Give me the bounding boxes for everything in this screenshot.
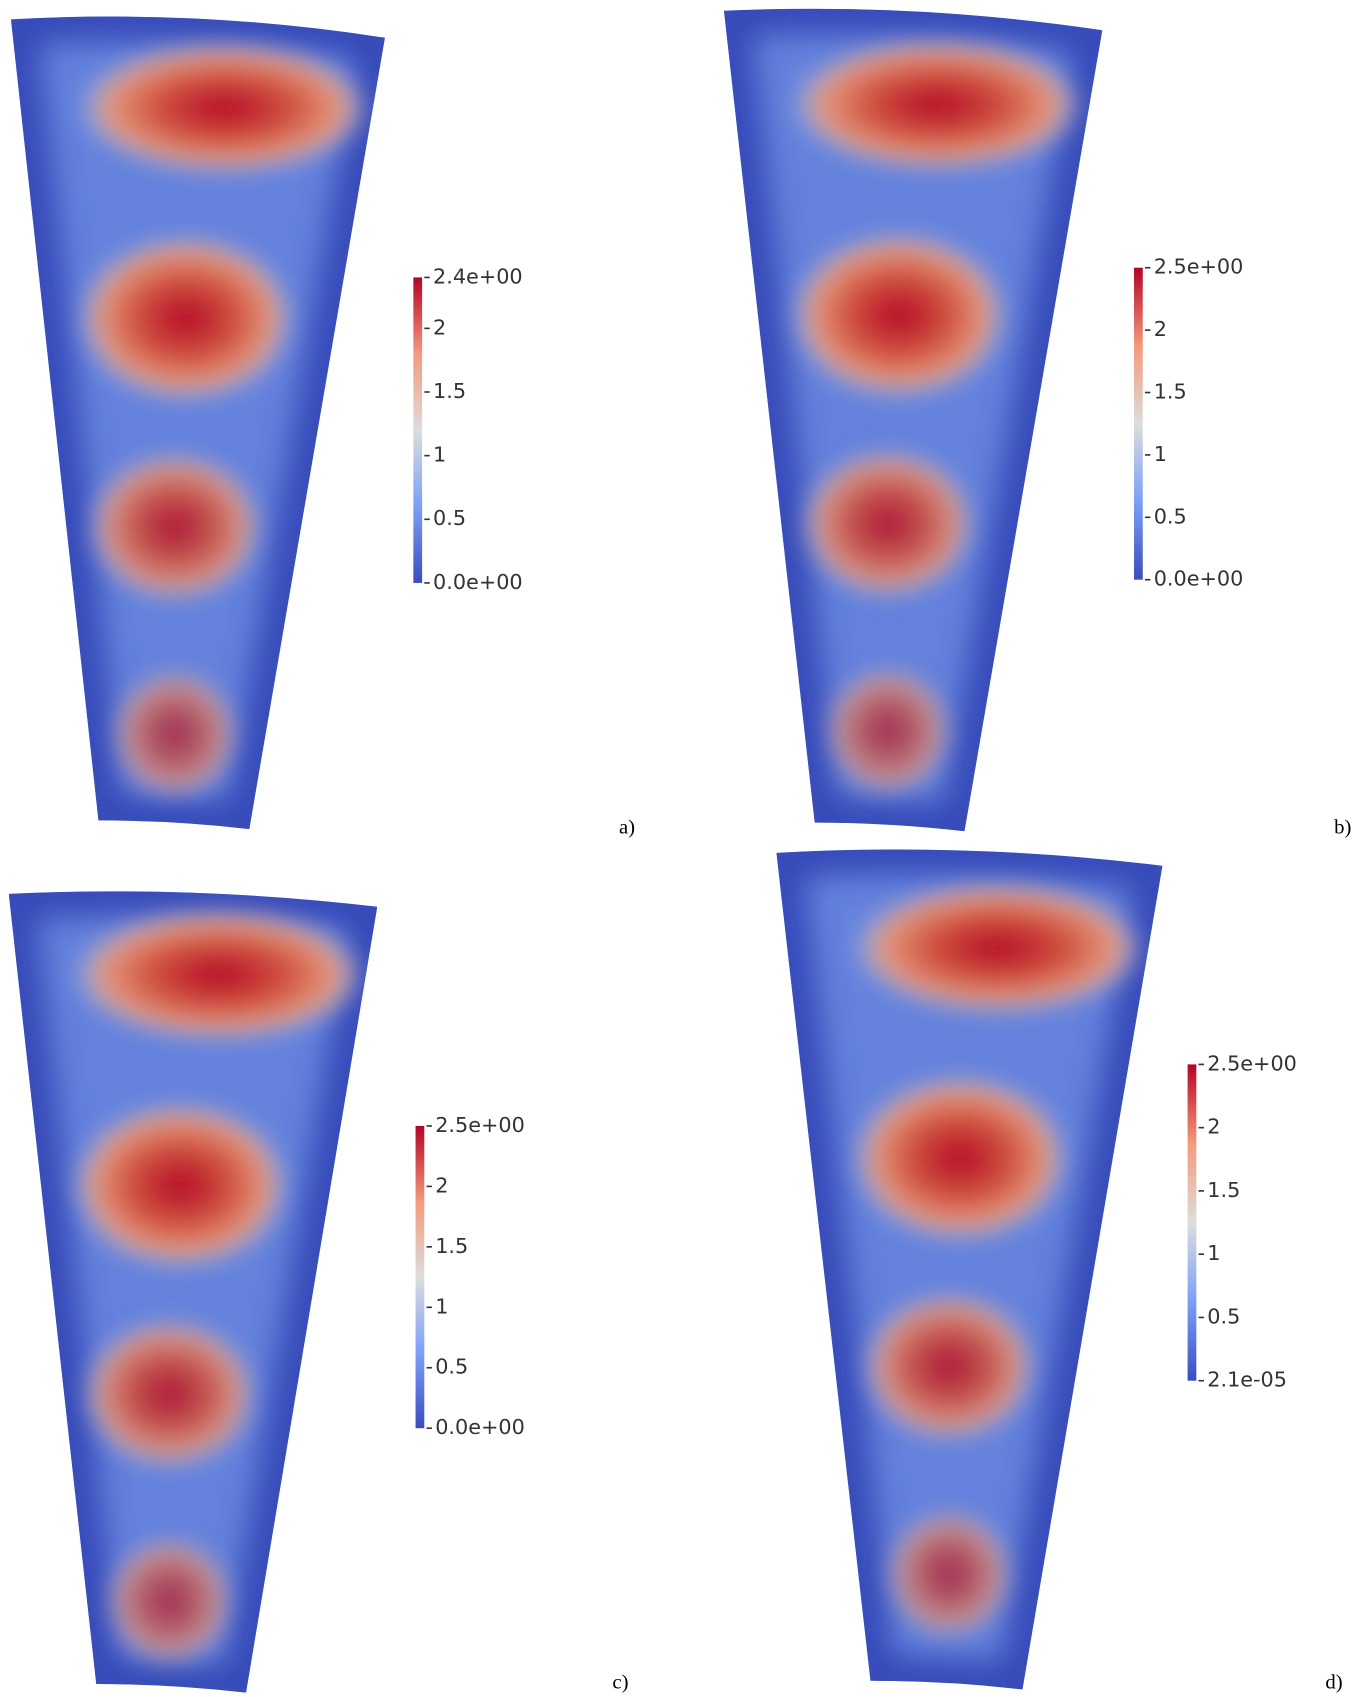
colorbar-tick-label: 0.5 xyxy=(435,1355,468,1379)
field-blob xyxy=(789,231,1009,400)
colorbar-tick-label: 1.5 xyxy=(433,379,466,403)
field-background xyxy=(8,891,378,1693)
field-blob xyxy=(861,1291,1037,1443)
panel-label: a) xyxy=(619,816,635,838)
colorbar-tick-label: 2.5e+00 xyxy=(435,1113,525,1137)
colorbar-tick-label: 1 xyxy=(1154,442,1167,466)
panel: 0.0e+00 0.5 1 1.5 2 2.4e+00 a) xyxy=(10,16,635,838)
field-blob xyxy=(800,447,976,600)
colorbar-tick-label: 1 xyxy=(1207,1241,1220,1265)
colorbar-tick-label: 1 xyxy=(433,443,446,467)
colorbar xyxy=(1187,1064,1197,1381)
colorbar-tick-label: 2 xyxy=(433,315,446,339)
colorbar-tick-label: 0.5 xyxy=(433,506,466,530)
field-blob xyxy=(824,666,952,796)
field-plot xyxy=(10,16,385,830)
colorbar-tick-label: 1.5 xyxy=(435,1234,468,1258)
colorbar-tick-label: 1.5 xyxy=(1154,380,1187,404)
field-blob xyxy=(850,1074,1070,1243)
colorbar xyxy=(1134,267,1143,580)
panel-label: c) xyxy=(612,1671,628,1693)
field-blob xyxy=(76,234,296,403)
field-plot xyxy=(776,849,1163,1690)
field-blob xyxy=(850,880,1147,1015)
field-blob xyxy=(82,1318,257,1470)
colorbar xyxy=(415,1125,425,1429)
colorbar-tick-label: 0.0e+00 xyxy=(435,1415,525,1439)
colorbar-tick-label: 1.5 xyxy=(1207,1178,1240,1202)
colorbar-tick-label: 2.1e-05 xyxy=(1207,1368,1287,1392)
colorbar xyxy=(413,277,423,583)
panel: 0.0e+00 0.5 1 1.5 2 2.5e+00 b) xyxy=(723,8,1351,838)
colorbar-tick-label: 2 xyxy=(1154,317,1167,341)
colorbar-tick-label: 2.4e+00 xyxy=(433,265,523,289)
field-blob xyxy=(76,41,372,175)
field-blob xyxy=(71,907,367,1042)
field-blob xyxy=(885,1509,1013,1639)
field-blob xyxy=(106,1536,233,1666)
field-background xyxy=(10,16,385,830)
panel-label: b) xyxy=(1334,816,1351,838)
panel: 2.1e-05 0.5 1 1.5 2 2.5e+00 d) xyxy=(776,849,1343,1693)
field-background xyxy=(723,8,1103,832)
colorbar-tick-label: 0.5 xyxy=(1154,504,1187,528)
field-blob xyxy=(111,669,239,799)
panel: 0.0e+00 0.5 1 1.5 2 2.5e+00 c) xyxy=(8,891,629,1693)
panel-label: d) xyxy=(1325,1671,1342,1693)
field-plot xyxy=(723,8,1103,832)
colorbar-tick-label: 0.5 xyxy=(1207,1305,1240,1329)
colorbar-tick-label: 2 xyxy=(435,1173,448,1197)
colorbar-tick-label: 2.5e+00 xyxy=(1154,255,1244,279)
colorbar-tick-label: 0.0e+00 xyxy=(433,570,523,594)
colorbar-tick-label: 2.5e+00 xyxy=(1207,1051,1297,1075)
field-plot xyxy=(8,891,378,1693)
field-blob xyxy=(87,451,263,603)
colorbar-tick-label: 1 xyxy=(435,1294,448,1318)
field-blob xyxy=(71,1101,290,1270)
field-blob xyxy=(789,37,1085,172)
colorbar-tick-label: 0.0e+00 xyxy=(1154,567,1244,591)
field-background xyxy=(776,849,1163,1690)
colorbar-tick-label: 2 xyxy=(1207,1115,1220,1139)
